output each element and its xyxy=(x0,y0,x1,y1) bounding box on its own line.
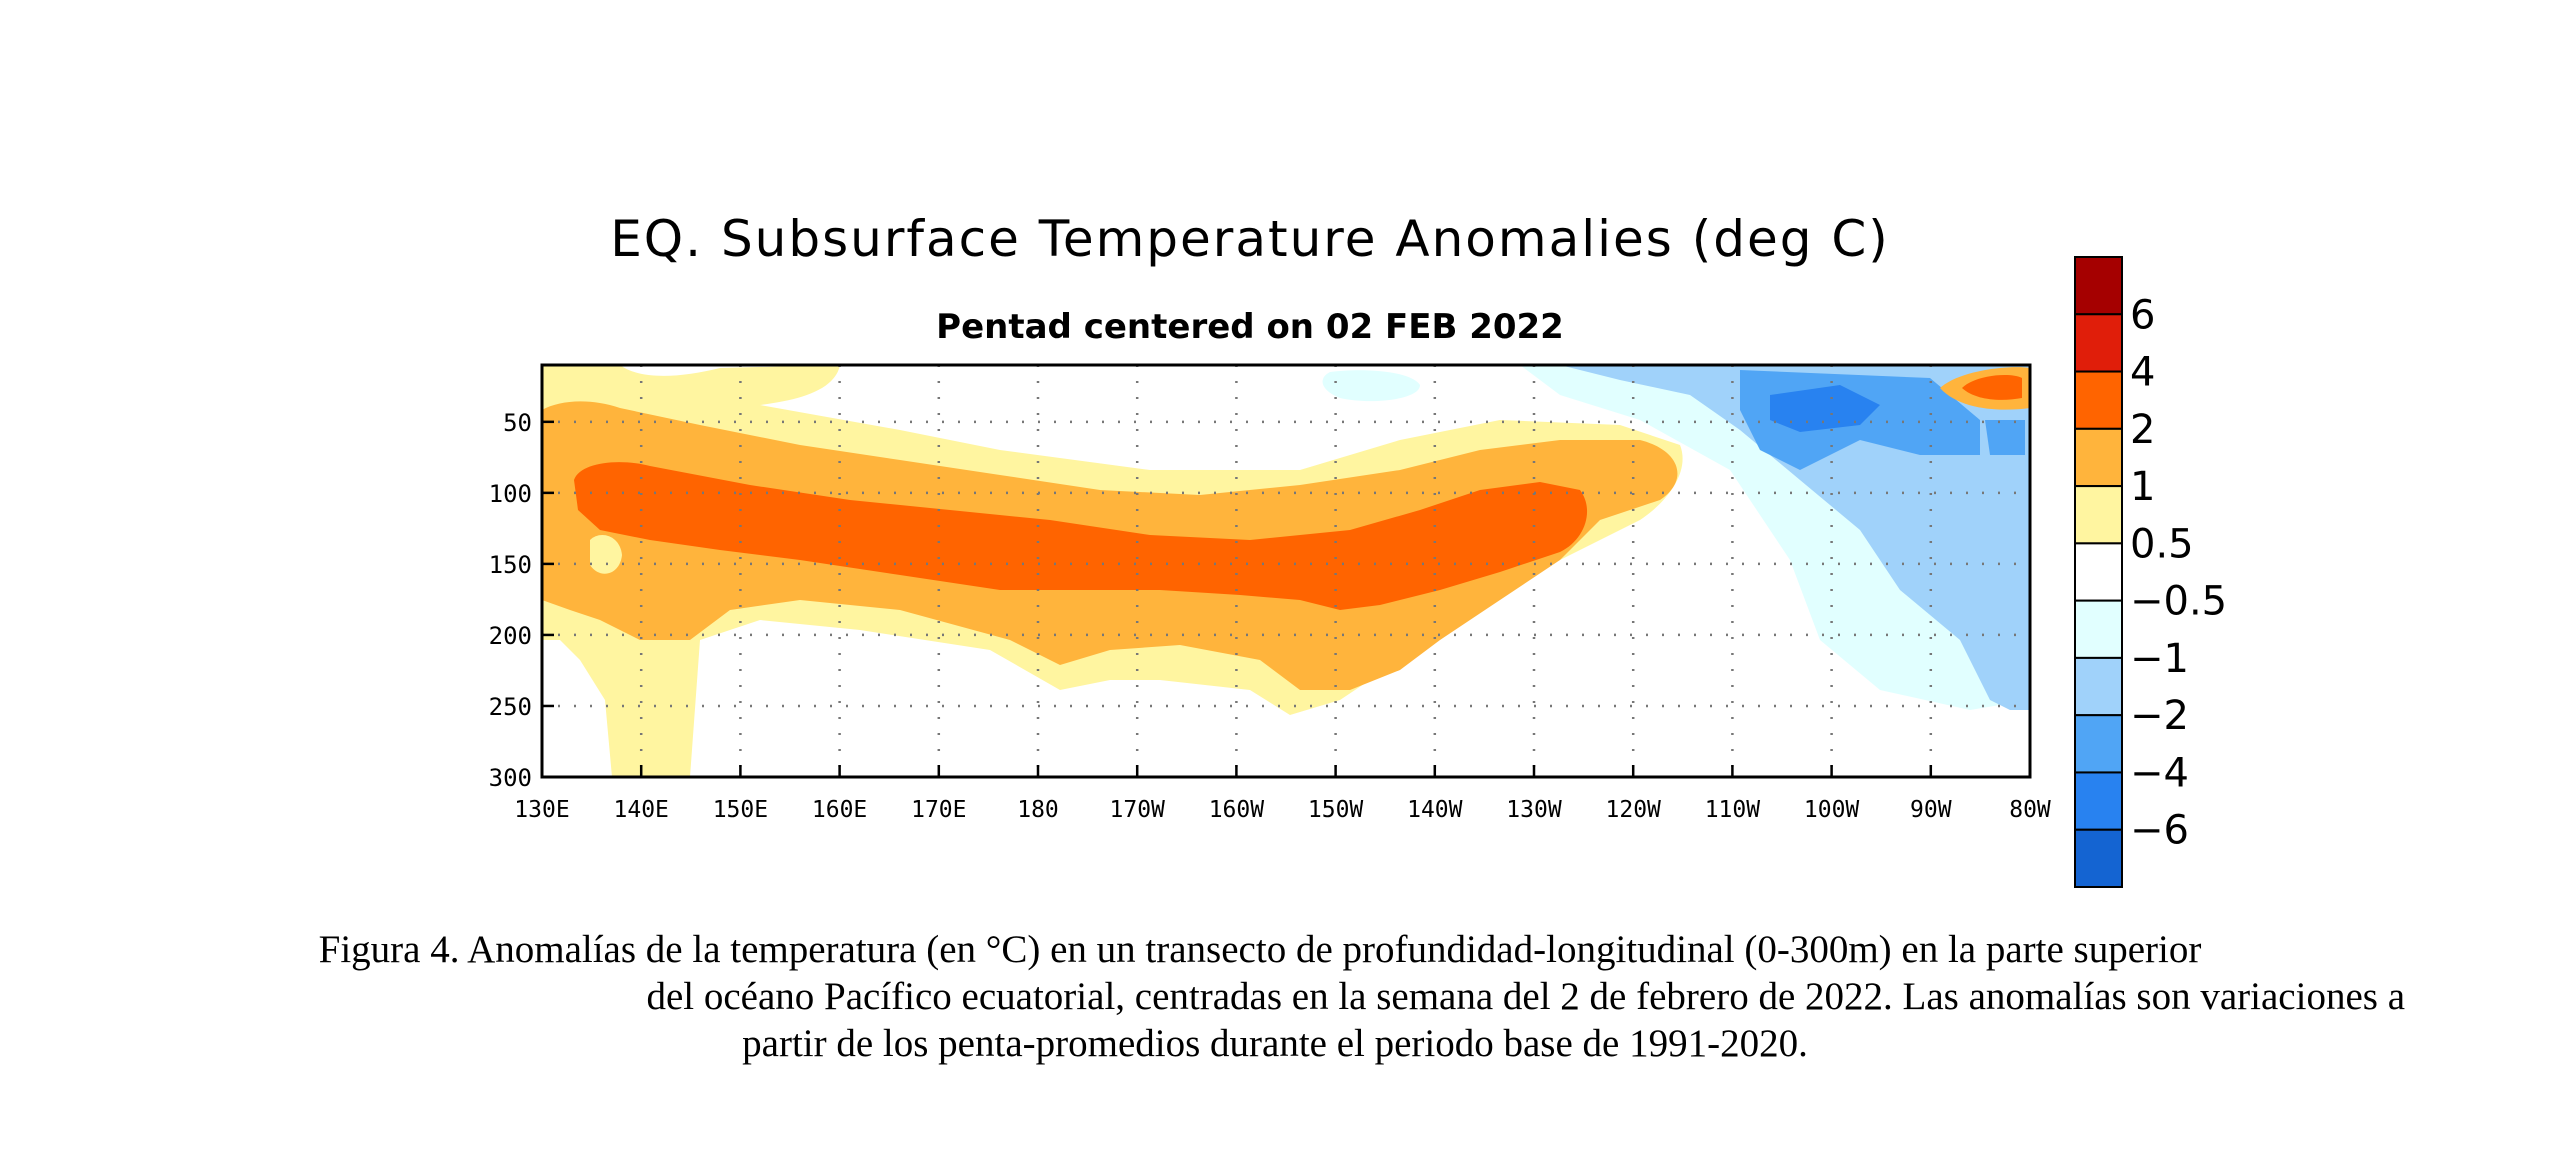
x-tick-label: 180 xyxy=(1017,797,1059,823)
colorbar-label: 0.5 xyxy=(2130,521,2194,567)
colorbar-label: −2 xyxy=(2130,693,2189,739)
x-tick-label: 90W xyxy=(1910,797,1952,823)
caption-line-2: del océano Pacífico ecuatorial, centrada… xyxy=(646,975,2405,1018)
x-tick-label: 110W xyxy=(1705,797,1761,823)
colorbar-label: 1 xyxy=(2130,464,2155,510)
x-tick-label: 120W xyxy=(1606,797,1662,823)
x-tick-label: 130W xyxy=(1506,797,1562,823)
colorbar-label: 2 xyxy=(2130,407,2155,453)
y-tick-label: 100 xyxy=(489,480,532,508)
x-tick-label: 130E xyxy=(514,797,569,823)
plot-frame xyxy=(540,363,2032,779)
caption-line-3: partir de los penta-promedios durante el… xyxy=(742,1022,1808,1065)
y-tick-label: 150 xyxy=(489,551,532,579)
anomaly-field xyxy=(542,365,2030,777)
colorbar-label: −6 xyxy=(2130,808,2189,854)
colorbar-label: −0.5 xyxy=(2130,579,2227,625)
colorbar-swatch xyxy=(2074,370,2123,430)
axes: 130E 140E 150E 160E 170E 180 170W 160W 150W 140W 1… xyxy=(489,409,2051,823)
x-tick-label: 150W xyxy=(1308,797,1364,823)
y-tick-label: 50 xyxy=(503,409,532,437)
y-tick-label: 250 xyxy=(489,693,532,721)
colorbar-swatch xyxy=(2074,542,2123,602)
colorbar-label: −4 xyxy=(2130,750,2189,796)
x-tick-label: 150E xyxy=(713,797,768,823)
colorbar-label: 6 xyxy=(2130,292,2155,338)
chart-subtitle: Pentad centered on 02 FEB 2022 xyxy=(936,307,1564,347)
colorbar-swatch xyxy=(2074,599,2123,659)
x-tick-label: 170W xyxy=(1110,797,1166,823)
caption-line-1: Figura 4. Anomalías de la temperatura (e… xyxy=(318,928,2202,971)
x-tick-label: 170E xyxy=(911,797,966,823)
figure-caption: Figura 4. Anomalías de la temperatura (e… xyxy=(140,926,2410,1067)
cool-core-4 xyxy=(1770,385,1880,432)
warm-patch-deep xyxy=(1029,605,1110,657)
colorbar-swatch xyxy=(2074,771,2123,831)
x-tick-label: 160W xyxy=(1209,797,1265,823)
y-tick-label: 300 xyxy=(489,764,532,792)
warm-core-2 xyxy=(574,462,1588,610)
colorbar-label: −1 xyxy=(2130,636,2189,682)
colorbar-swatch xyxy=(2074,256,2123,316)
colorbar-swatch xyxy=(2074,714,2123,774)
x-tick-label: 100W xyxy=(1804,797,1860,823)
pale-spot-west xyxy=(590,535,622,574)
colorbar-swatch xyxy=(2074,828,2123,889)
chart-title: EQ. Subsurface Temperature Anomalies (de… xyxy=(610,210,1890,268)
warm-patch-east-2 xyxy=(1962,375,2022,400)
colorbar-swatch xyxy=(2074,427,2123,488)
x-tick-label: 80W xyxy=(2009,797,2051,823)
x-tick-label: 140W xyxy=(1407,797,1463,823)
colorbar-swatch xyxy=(2074,313,2123,373)
colorbar: 6 4 2 1 0.5 −0.5 −1 −2 −4 −6 xyxy=(2074,256,2227,889)
x-tick-label: 140E xyxy=(614,797,669,823)
colorbar-swatch xyxy=(2074,485,2123,545)
x-tick-label: 160E xyxy=(812,797,867,823)
cool-region-weak-small xyxy=(1322,370,1420,402)
colorbar-swatch xyxy=(2074,656,2123,717)
colorbar-label: 4 xyxy=(2130,350,2155,396)
cool-region-2-small xyxy=(1985,420,2025,455)
y-tick-label: 200 xyxy=(489,622,532,650)
